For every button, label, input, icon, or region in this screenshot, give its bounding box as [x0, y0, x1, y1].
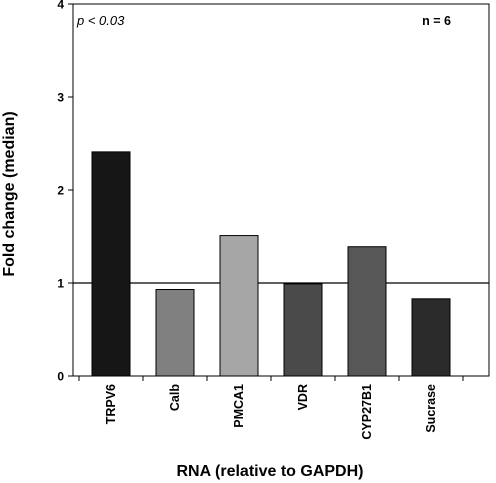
y-tick-label: 2 [57, 184, 64, 198]
bar-group [91, 151, 451, 377]
y-tick-label: 1 [57, 277, 64, 291]
y-axis: 0 1 2 3 4 [57, 0, 73, 384]
x-tick-label: PMCA1 [232, 384, 246, 428]
x-tick-label: Sucrase [424, 384, 438, 433]
x-axis-label: RNA (relative to GAPDH) [177, 463, 364, 480]
bar-pmca1 [219, 235, 259, 377]
y-tick-label: 3 [57, 91, 64, 105]
y-tick-label: 4 [57, 0, 64, 12]
x-tick-label: Calb [168, 384, 182, 411]
y-axis-label: Fold change (median) [1, 111, 18, 276]
bar-sucrase [411, 298, 451, 377]
bar-trpv6 [91, 151, 131, 377]
x-tick-label: TRPV6 [104, 384, 118, 424]
p-value-annotation: p < 0.03 [76, 13, 125, 28]
n-annotation: n = 6 [422, 14, 451, 28]
x-axis: TRPV6 Calb PMCA1 VDR CYP27B1 Sucrase [78, 376, 464, 440]
bar-calb [155, 289, 195, 377]
x-tick-label: CYP27B1 [360, 384, 374, 440]
x-tick-label: VDR [296, 384, 310, 410]
y-tick-label: 0 [57, 370, 64, 384]
bar-vdr [283, 283, 323, 377]
bar-cyp27b1 [347, 246, 387, 377]
